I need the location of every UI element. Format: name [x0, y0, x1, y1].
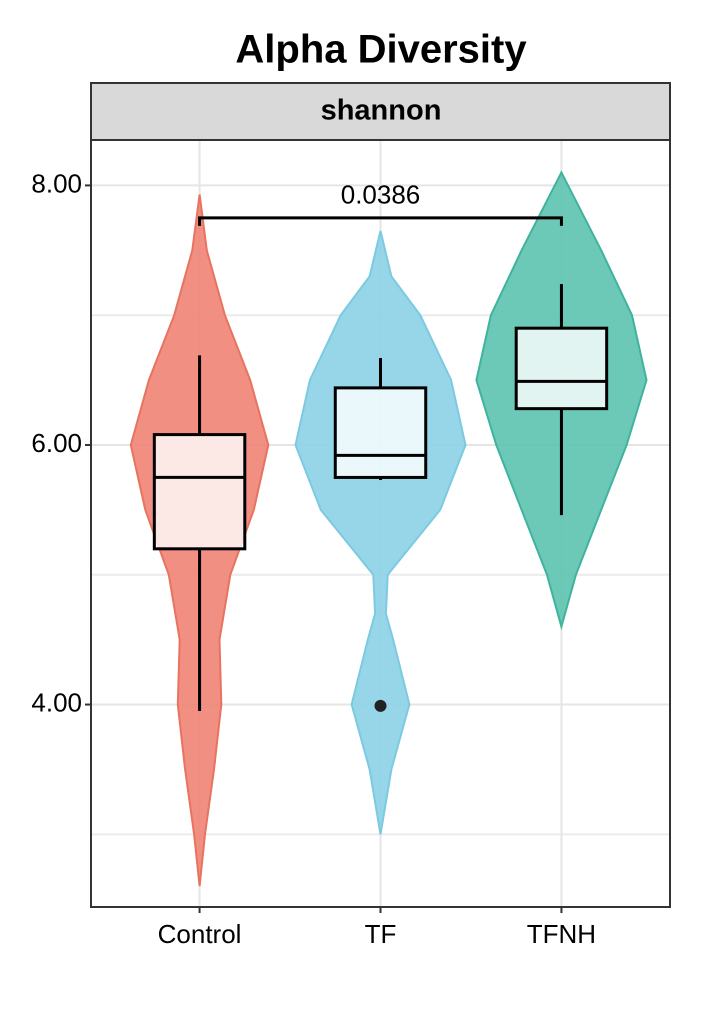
facet-strip: [90, 82, 671, 141]
box: [514, 326, 609, 411]
facet-label: shannon: [321, 95, 442, 127]
significance-bracket: [198, 216, 563, 226]
x-tick-label: TF: [365, 919, 397, 949]
box: [152, 433, 247, 551]
x-tick-label: TFNH: [527, 919, 596, 949]
y-tick-label: 6.00: [31, 428, 82, 458]
y-tick-label: 4.00: [31, 687, 82, 717]
y-tick-label: 8.00: [31, 168, 82, 198]
outlier: [374, 699, 387, 712]
marks: 0.0386: [129, 170, 648, 887]
x-tick-label: Control: [158, 919, 242, 949]
chart-title: Alpha Diversity: [235, 28, 527, 72]
violin: [294, 230, 467, 835]
significance-label: 0.0386: [341, 180, 421, 210]
box: [333, 386, 428, 479]
